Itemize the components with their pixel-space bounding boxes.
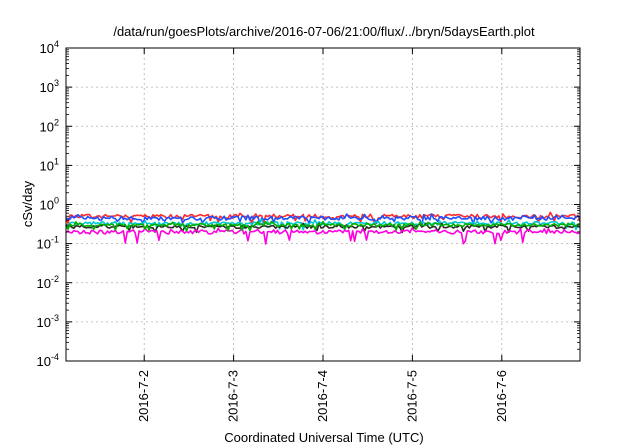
y-axis-label: cSv/day <box>20 180 35 227</box>
series-line <box>65 227 581 245</box>
y-axis-ticks: 10-4 10-3 10-2 10-1 100 101 102 103 104 <box>37 39 580 369</box>
chart-title: /data/run/goesPlots/archive/2016-07-06/2… <box>113 24 535 39</box>
y-tick-label: 10-4 <box>37 352 59 369</box>
y-tick-label: 101 <box>40 156 59 173</box>
grid <box>66 48 580 361</box>
y-tick-label: 10-3 <box>37 313 59 330</box>
series-line <box>65 211 581 224</box>
y-tick-label: 100 <box>40 196 59 213</box>
series-line <box>65 220 581 232</box>
x-tick-label: 2016-7-3 <box>226 370 241 422</box>
x-tick-label: 2016-7-6 <box>494 370 509 422</box>
x-tick-label: 2016-7-5 <box>404 370 419 422</box>
y-tick-label: 10-2 <box>37 274 59 291</box>
x-tick-label: 2016-7-2 <box>136 370 151 422</box>
y-tick-label: 103 <box>40 78 59 95</box>
series-line <box>65 222 581 234</box>
x-axis-ticks: 2016-7-2 2016-7-3 2016-7-4 2016-7-5 2016-7-6 <box>136 48 509 422</box>
series-group <box>65 211 581 245</box>
y-tick-label: 102 <box>40 117 59 134</box>
x-tick-label: 2016-7-4 <box>315 370 330 422</box>
y-tick-label: 104 <box>40 39 59 56</box>
x-axis-label: Coordinated Universal Time (UTC) <box>224 430 423 445</box>
series-line <box>65 213 581 226</box>
y-tick-label: 10-1 <box>37 235 59 252</box>
